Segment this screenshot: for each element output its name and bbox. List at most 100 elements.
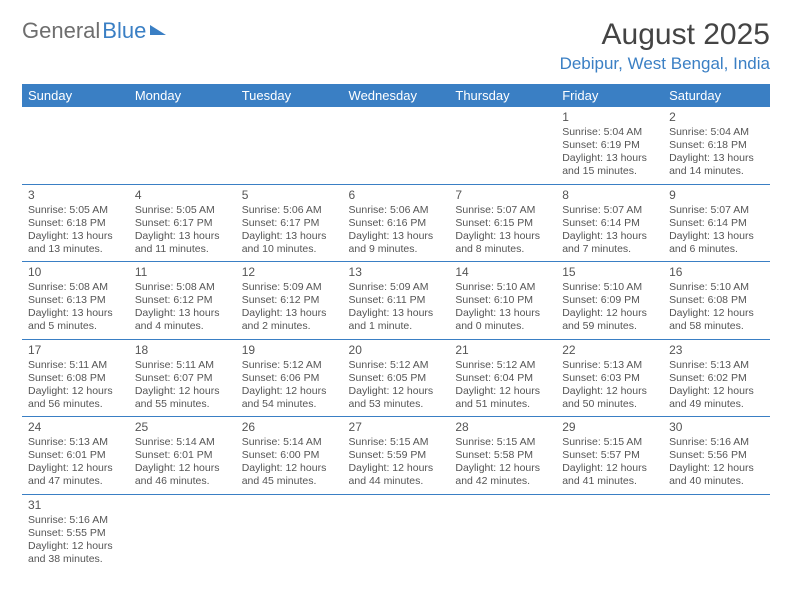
day-number: 25 [135, 420, 230, 435]
calendar-day-cell: 4Sunrise: 5:05 AMSunset: 6:17 PMDaylight… [129, 184, 236, 262]
sunrise-text: Sunrise: 5:15 AM [562, 436, 657, 449]
daylight-text: Daylight: 13 hours [562, 230, 657, 243]
day-number: 10 [28, 265, 123, 280]
sunrise-text: Sunrise: 5:11 AM [135, 359, 230, 372]
daylight-text: Daylight: 12 hours [349, 385, 444, 398]
month-title: August 2025 [560, 18, 770, 52]
day-number: 29 [562, 420, 657, 435]
daylight-text: Daylight: 12 hours [669, 385, 764, 398]
daylight-text: and 58 minutes. [669, 320, 764, 333]
day-number: 23 [669, 343, 764, 358]
calendar-day-cell [663, 494, 770, 571]
sunset-text: Sunset: 6:18 PM [28, 217, 123, 230]
sunrise-text: Sunrise: 5:14 AM [242, 436, 337, 449]
calendar-day-cell [556, 494, 663, 571]
calendar-week-row: 1Sunrise: 5:04 AMSunset: 6:19 PMDaylight… [22, 107, 770, 184]
daylight-text: Daylight: 12 hours [135, 462, 230, 475]
calendar-day-cell: 12Sunrise: 5:09 AMSunset: 6:12 PMDayligh… [236, 262, 343, 340]
calendar-day-cell: 20Sunrise: 5:12 AMSunset: 6:05 PMDayligh… [343, 339, 450, 417]
calendar-day-cell: 19Sunrise: 5:12 AMSunset: 6:06 PMDayligh… [236, 339, 343, 417]
sunset-text: Sunset: 6:17 PM [135, 217, 230, 230]
daylight-text: Daylight: 12 hours [28, 540, 123, 553]
calendar-day-cell: 29Sunrise: 5:15 AMSunset: 5:57 PMDayligh… [556, 417, 663, 495]
daylight-text: Daylight: 13 hours [669, 152, 764, 165]
day-number: 4 [135, 188, 230, 203]
calendar-day-cell: 2Sunrise: 5:04 AMSunset: 6:18 PMDaylight… [663, 107, 770, 184]
sunrise-text: Sunrise: 5:05 AM [28, 204, 123, 217]
logo-text-1: General [22, 18, 100, 44]
sunrise-text: Sunrise: 5:10 AM [562, 281, 657, 294]
sunset-text: Sunset: 6:17 PM [242, 217, 337, 230]
logo: GeneralBlue [22, 18, 166, 44]
calendar-day-cell: 26Sunrise: 5:14 AMSunset: 6:00 PMDayligh… [236, 417, 343, 495]
calendar-day-cell: 16Sunrise: 5:10 AMSunset: 6:08 PMDayligh… [663, 262, 770, 340]
day-number: 3 [28, 188, 123, 203]
sunset-text: Sunset: 5:55 PM [28, 527, 123, 540]
calendar-day-cell [236, 494, 343, 571]
sunset-text: Sunset: 6:08 PM [28, 372, 123, 385]
calendar-day-cell: 25Sunrise: 5:14 AMSunset: 6:01 PMDayligh… [129, 417, 236, 495]
calendar-day-cell: 21Sunrise: 5:12 AMSunset: 6:04 PMDayligh… [449, 339, 556, 417]
sunrise-text: Sunrise: 5:10 AM [455, 281, 550, 294]
calendar-day-cell [449, 494, 556, 571]
daylight-text: and 50 minutes. [562, 398, 657, 411]
sunset-text: Sunset: 6:10 PM [455, 294, 550, 307]
sunrise-text: Sunrise: 5:07 AM [669, 204, 764, 217]
sunset-text: Sunset: 6:05 PM [349, 372, 444, 385]
weekday-header: Thursday [449, 84, 556, 107]
sunset-text: Sunset: 5:57 PM [562, 449, 657, 462]
daylight-text: Daylight: 12 hours [242, 462, 337, 475]
calendar-day-cell: 10Sunrise: 5:08 AMSunset: 6:13 PMDayligh… [22, 262, 129, 340]
daylight-text: Daylight: 12 hours [669, 307, 764, 320]
daylight-text: Daylight: 13 hours [135, 307, 230, 320]
day-number: 24 [28, 420, 123, 435]
calendar-day-cell: 13Sunrise: 5:09 AMSunset: 6:11 PMDayligh… [343, 262, 450, 340]
daylight-text: and 8 minutes. [455, 243, 550, 256]
sunset-text: Sunset: 5:58 PM [455, 449, 550, 462]
daylight-text: Daylight: 13 hours [28, 307, 123, 320]
daylight-text: and 51 minutes. [455, 398, 550, 411]
daylight-text: and 6 minutes. [669, 243, 764, 256]
daylight-text: and 42 minutes. [455, 475, 550, 488]
sunrise-text: Sunrise: 5:15 AM [349, 436, 444, 449]
sunset-text: Sunset: 6:04 PM [455, 372, 550, 385]
daylight-text: and 7 minutes. [562, 243, 657, 256]
calendar-day-cell [129, 107, 236, 184]
day-number: 6 [349, 188, 444, 203]
daylight-text: Daylight: 12 hours [562, 385, 657, 398]
calendar-day-cell: 7Sunrise: 5:07 AMSunset: 6:15 PMDaylight… [449, 184, 556, 262]
sunrise-text: Sunrise: 5:15 AM [455, 436, 550, 449]
sunset-text: Sunset: 6:03 PM [562, 372, 657, 385]
sunrise-text: Sunrise: 5:06 AM [242, 204, 337, 217]
calendar-day-cell: 22Sunrise: 5:13 AMSunset: 6:03 PMDayligh… [556, 339, 663, 417]
sunset-text: Sunset: 6:11 PM [349, 294, 444, 307]
sunrise-text: Sunrise: 5:16 AM [669, 436, 764, 449]
daylight-text: and 1 minute. [349, 320, 444, 333]
day-number: 13 [349, 265, 444, 280]
title-block: August 2025 Debipur, West Bengal, India [560, 18, 770, 74]
daylight-text: and 45 minutes. [242, 475, 337, 488]
logo-text-2: Blue [102, 18, 146, 44]
weekday-header: Monday [129, 84, 236, 107]
calendar-day-cell: 9Sunrise: 5:07 AMSunset: 6:14 PMDaylight… [663, 184, 770, 262]
daylight-text: and 11 minutes. [135, 243, 230, 256]
sunrise-text: Sunrise: 5:13 AM [562, 359, 657, 372]
daylight-text: and 14 minutes. [669, 165, 764, 178]
daylight-text: Daylight: 13 hours [455, 230, 550, 243]
calendar-day-cell [236, 107, 343, 184]
daylight-text: and 54 minutes. [242, 398, 337, 411]
weekday-header: Sunday [22, 84, 129, 107]
day-number: 30 [669, 420, 764, 435]
day-number: 14 [455, 265, 550, 280]
calendar-day-cell: 18Sunrise: 5:11 AMSunset: 6:07 PMDayligh… [129, 339, 236, 417]
calendar-day-cell: 27Sunrise: 5:15 AMSunset: 5:59 PMDayligh… [343, 417, 450, 495]
calendar-day-cell: 28Sunrise: 5:15 AMSunset: 5:58 PMDayligh… [449, 417, 556, 495]
header: GeneralBlue August 2025 Debipur, West Be… [22, 18, 770, 74]
sunset-text: Sunset: 6:12 PM [242, 294, 337, 307]
daylight-text: Daylight: 12 hours [242, 385, 337, 398]
daylight-text: and 5 minutes. [28, 320, 123, 333]
sunset-text: Sunset: 6:18 PM [669, 139, 764, 152]
daylight-text: and 41 minutes. [562, 475, 657, 488]
daylight-text: Daylight: 12 hours [28, 385, 123, 398]
daylight-text: and 47 minutes. [28, 475, 123, 488]
